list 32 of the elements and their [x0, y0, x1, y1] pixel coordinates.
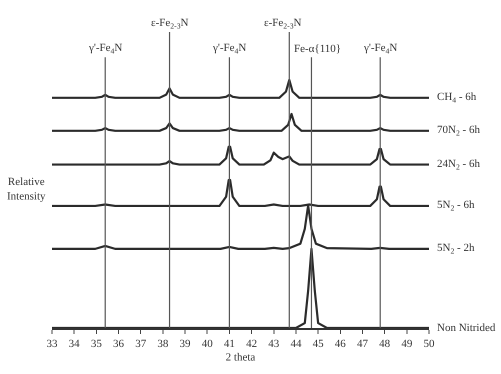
ref-line-label: γ'-Fe$_{4}$N	[363, 42, 398, 56]
ref-line-label: ε-Fe$_{2-3}$N	[264, 17, 302, 30]
ref-line-label: γ'-Fe$_{4}$N	[88, 42, 122, 56]
ref-line-label: ε-Fe$_{2-3}$N	[151, 17, 189, 30]
x-tick-label: 41	[224, 338, 235, 350]
series-label: 70N$_{2}$ - 6h	[437, 124, 480, 138]
x-tick-label: 40	[202, 338, 214, 350]
x-tick-label: 48	[379, 338, 391, 350]
x-tick-label: 33	[46, 338, 58, 350]
x-tick-label: 50	[424, 338, 435, 350]
series-label: 5N$_{2}$ - 6h	[437, 199, 475, 212]
ref-line-label: Fe-α{110}	[294, 43, 342, 55]
series-label: 24N$_{2}$ - 6h	[437, 158, 480, 172]
series-label: CH$_{4}$ - 6h	[437, 91, 477, 104]
series-label: Non Nitrided	[437, 322, 496, 334]
ref-line-label: γ'-Fe$_{4}$N	[212, 42, 246, 56]
x-tick-label: 43	[268, 338, 280, 350]
x-axis-title: 2 theta	[226, 352, 256, 364]
x-tick-label: 47	[356, 338, 368, 350]
x-tick-label: 42	[246, 338, 258, 350]
x-tick-label: 46	[334, 338, 346, 350]
x-tick-label: 35	[90, 338, 102, 350]
x-tick-label: 38	[157, 338, 169, 350]
x-tick-label: 37	[135, 338, 147, 350]
x-tick-label: 44	[290, 338, 302, 350]
x-tick-label: 39	[180, 338, 192, 350]
x-tick-label: 34	[68, 338, 80, 350]
x-tick-label: 45	[312, 338, 324, 350]
x-tick-label: 36	[113, 338, 125, 350]
y-axis-title: Relative Intensity	[7, 176, 46, 202]
x-tick-label: 49	[401, 338, 413, 350]
series-label: 5N$_{2}$ - 2h	[437, 242, 475, 256]
